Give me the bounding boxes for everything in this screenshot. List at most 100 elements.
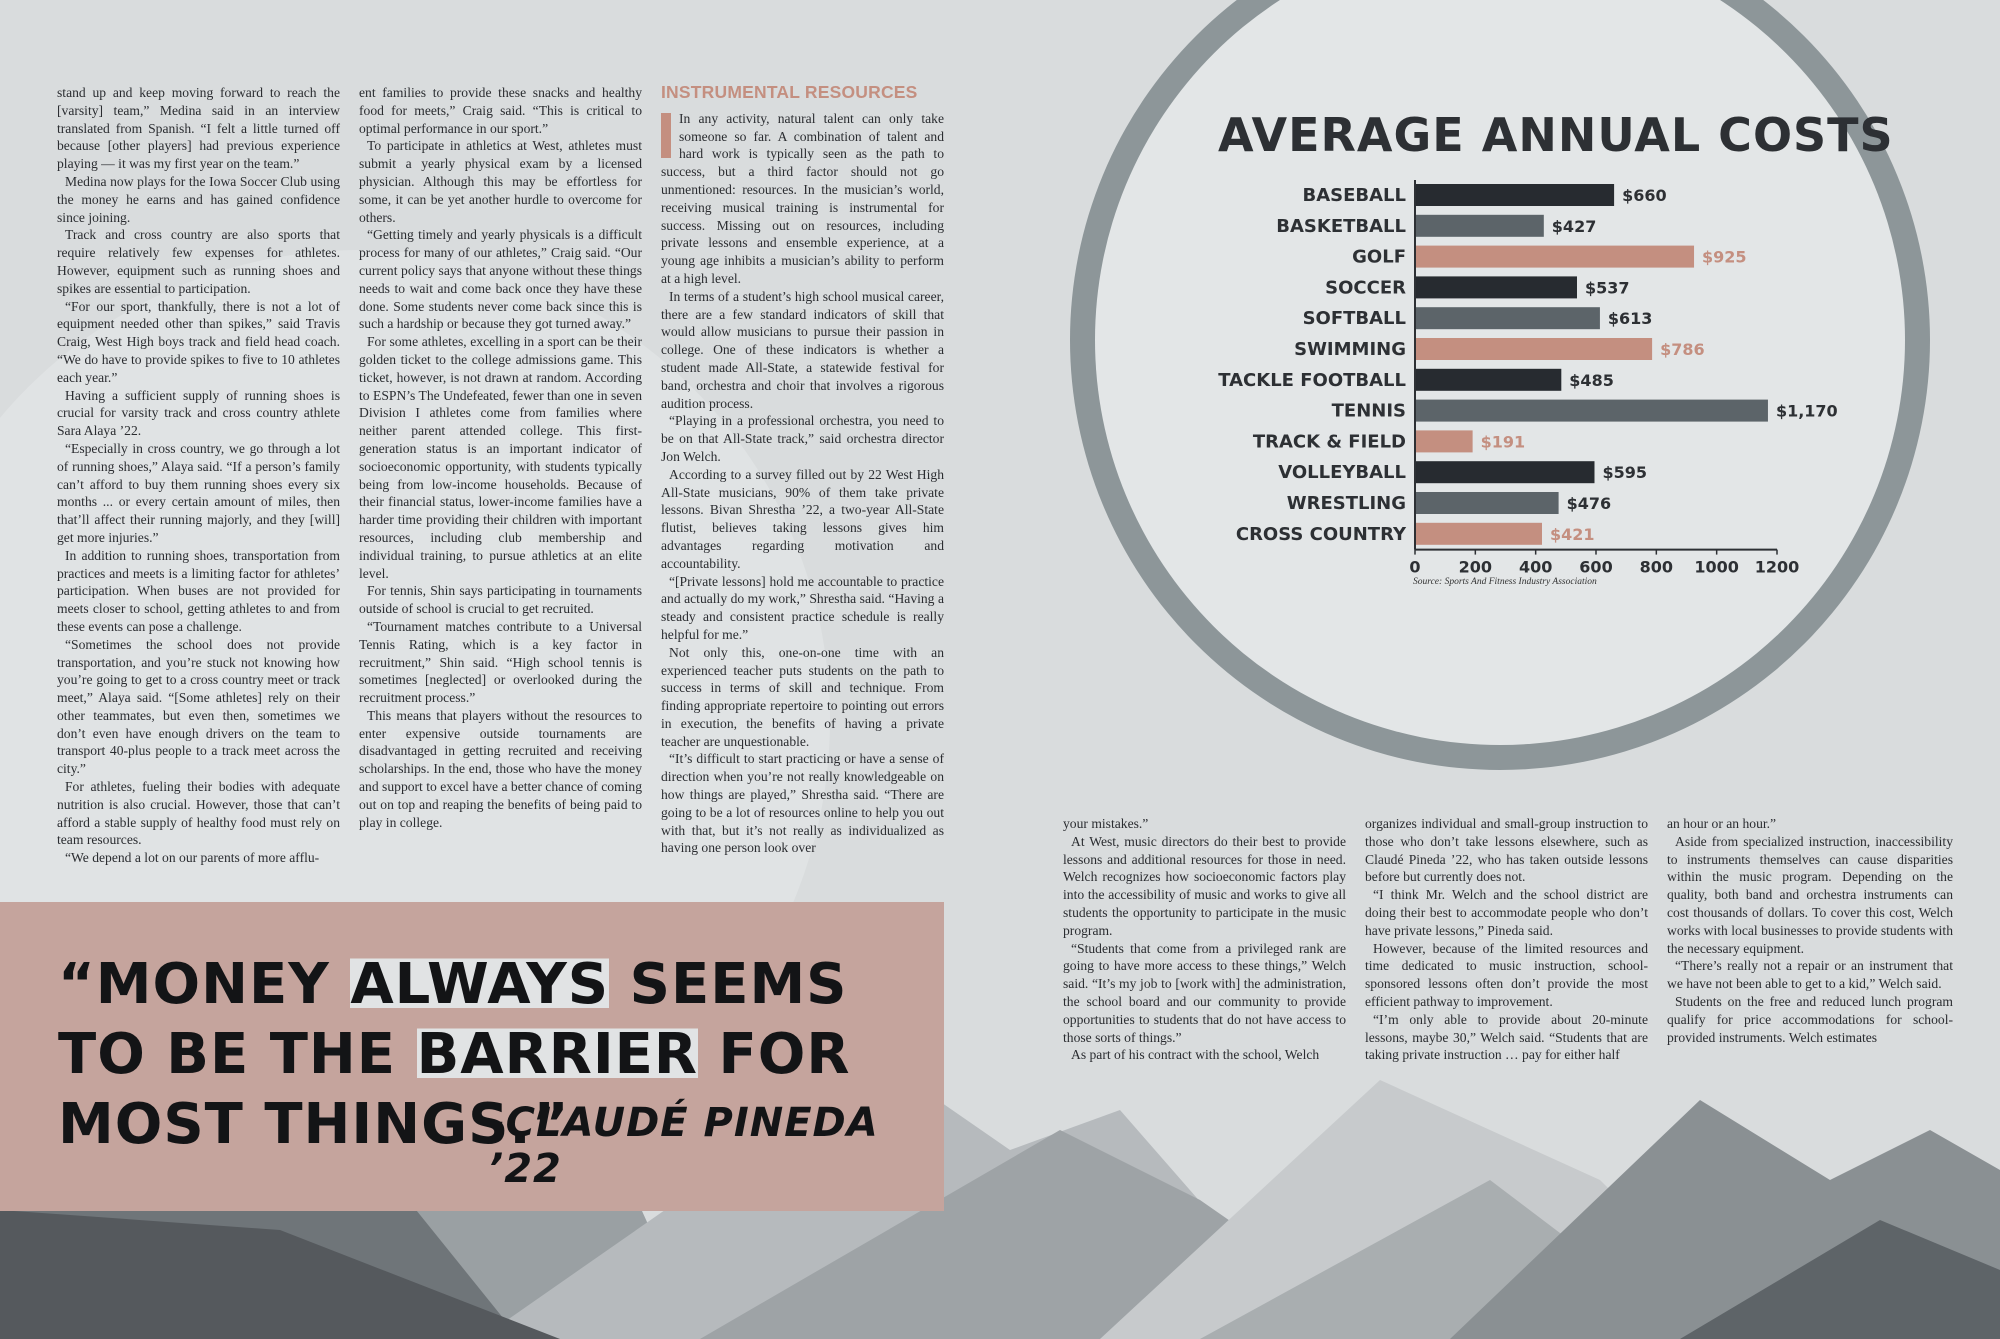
- chart-title: AVERAGE ANNUAL COSTS: [1218, 108, 1894, 162]
- paragraph: This means that players without the reso…: [359, 707, 642, 830]
- category-label: SOFTBALL: [1303, 308, 1406, 329]
- paragraph: “[Private lessons] hold me accountable t…: [661, 573, 944, 642]
- paragraph: As part of his contract with the school,…: [1071, 1047, 1320, 1063]
- x-tick-label: 400: [1519, 558, 1552, 577]
- quote-fragment: “MONEY: [58, 952, 351, 1017]
- category-label: BASEBALL: [1303, 185, 1407, 206]
- article-column-5: organizes individual and small-group ins…: [1365, 815, 1648, 1064]
- category-label: WRESTLING: [1287, 493, 1406, 514]
- paragraph: your mistakes.”: [1063, 816, 1149, 831]
- category-label: TACKLE FOOTBALL: [1218, 370, 1406, 391]
- data-label: $1,170: [1776, 402, 1838, 421]
- paragraph: Not only this, one-on-one time with an e…: [661, 644, 944, 749]
- paragraph: Aside from specialized instruction, inac…: [1667, 833, 1953, 956]
- quote-highlight: BARRIER: [416, 1022, 699, 1087]
- paragraph: “Tournament matches contribute to a Univ…: [359, 618, 642, 706]
- article-column-6: an hour or an hour.” Aside from speciali…: [1667, 815, 1953, 1046]
- x-tick-label: 200: [1459, 558, 1492, 577]
- paragraph: “Getting timely and yearly physicals is …: [359, 227, 642, 332]
- article-column-1: stand up and keep moving forward to reac…: [57, 84, 340, 867]
- bar: [1415, 276, 1577, 299]
- paragraph: “Especially in cross country, we go thro…: [57, 440, 340, 545]
- data-label: $476: [1567, 494, 1612, 513]
- paragraph: Students on the free and reduced lunch p…: [1667, 993, 1953, 1045]
- category-label: SOCCER: [1325, 277, 1406, 298]
- bar: [1415, 307, 1600, 330]
- paragraph-dropcap: In any activity, natural talent can only…: [661, 110, 944, 288]
- bar: [1415, 368, 1562, 391]
- category-label: TENNIS: [1332, 401, 1406, 422]
- quote-fragment: FOR MOST THINGS.”: [58, 1022, 851, 1157]
- x-tick-label: 800: [1640, 558, 1673, 577]
- category-label: BASKETBALL: [1276, 216, 1406, 237]
- paragraph: “Playing in a professional orchestra, yo…: [661, 413, 944, 464]
- bar: [1415, 492, 1559, 514]
- paragraph: “We depend a lot on our parents of more …: [65, 850, 320, 866]
- bar: [1415, 338, 1653, 360]
- paragraph: Track and cross country are also sports …: [57, 227, 340, 296]
- paragraph: organizes individual and small-group ins…: [1365, 816, 1648, 885]
- paragraph: In terms of a student’s high school musi…: [661, 288, 944, 411]
- x-tick-label: 600: [1579, 558, 1612, 577]
- bar: [1415, 245, 1695, 268]
- paragraph: At West, music directors do their best t…: [1063, 833, 1346, 938]
- article-column-4: your mistakes.” At West, music directors…: [1063, 815, 1346, 1064]
- paragraph: “I’m only able to provide about 20-minut…: [1365, 1011, 1648, 1063]
- paragraph: In addition to running shoes, transporta…: [57, 547, 340, 634]
- bar: [1415, 522, 1543, 545]
- quote-fragment: SEEMS TO BE THE: [58, 952, 848, 1087]
- paragraph: However, because of the limited resource…: [1365, 940, 1648, 1009]
- paragraph: “I think Mr. Welch and the school distri…: [1365, 887, 1648, 938]
- data-label: $421: [1550, 525, 1595, 544]
- paragraph: According to a survey filled out by 22 W…: [661, 466, 944, 571]
- category-label: SWIMMING: [1294, 339, 1406, 360]
- bar: [1415, 184, 1615, 206]
- quote-highlight: ALWAYS: [350, 952, 610, 1017]
- data-label: $595: [1602, 463, 1647, 482]
- paragraph: ent families to provide these snacks and…: [359, 85, 642, 136]
- paragraph: “Sometimes the school does not provide t…: [57, 636, 340, 777]
- pull-quote-box: “MONEY ALWAYS SEEMS TO BE THE BARRIER FO…: [0, 902, 944, 1211]
- section-heading: INSTRUMENTAL RESOURCES: [661, 82, 918, 102]
- category-label: VOLLEYBALL: [1278, 462, 1406, 483]
- data-label: $191: [1481, 432, 1526, 451]
- article-column-3: INSTRUMENTAL RESOURCES In any activity, …: [661, 82, 944, 857]
- bar: [1415, 214, 1544, 237]
- bar: [1415, 461, 1595, 484]
- pull-quote-attribution: -CLAUDÉ PINEDA ’22: [488, 1100, 879, 1192]
- category-label: GOLF: [1352, 247, 1406, 268]
- paragraph: “It’s difficult to start practicing or h…: [661, 751, 944, 856]
- chart-source: Source: Sports And Fitness Industry Asso…: [1413, 577, 1597, 587]
- pull-quote-text: “MONEY ALWAYS SEEMS TO BE THE BARRIER FO…: [58, 950, 878, 1160]
- paragraph: For tennis, Shin says participating in t…: [359, 583, 642, 617]
- data-label: $660: [1622, 186, 1667, 205]
- x-tick-label: 1200: [1755, 558, 1800, 577]
- paragraph: Having a sufficient supply of running sh…: [57, 387, 340, 439]
- bar-chart: BASEBALL $660 BASKETBALL $427 GOLF $925 SOCCER…: [1218, 180, 1838, 577]
- paragraph: “Students that come from a privileged ra…: [1063, 940, 1346, 1045]
- mountain-base-left: [0, 1210, 560, 1339]
- paragraph: To participate in athletics at West, ath…: [359, 138, 642, 225]
- paragraph: an hour or an hour.”: [1667, 816, 1777, 831]
- paragraph: stand up and keep moving forward to reac…: [57, 85, 340, 172]
- paragraph: “For our sport, thankfully, there is not…: [57, 298, 340, 385]
- x-tick-label: 1000: [1694, 558, 1739, 577]
- data-label: $925: [1702, 248, 1747, 267]
- paragraph: For some athletes, excelling in a sport …: [359, 334, 642, 581]
- x-tick-label: 0: [1409, 558, 1420, 577]
- data-label: $427: [1552, 217, 1597, 236]
- mountain-right-front: [1680, 1220, 2000, 1339]
- data-label: $613: [1608, 309, 1653, 328]
- article-column-2: ent families to provide these snacks and…: [359, 84, 642, 831]
- bar: [1415, 399, 1768, 422]
- data-label: $537: [1585, 278, 1630, 297]
- category-label: CROSS COUNTRY: [1236, 524, 1407, 545]
- paragraph: “There’s really not a repair or an instr…: [1667, 958, 1953, 992]
- dropcap-bar: [661, 112, 671, 158]
- data-label: $485: [1569, 371, 1614, 390]
- data-label: $786: [1660, 340, 1705, 359]
- paragraph-text: In any activity, natural talent can only…: [661, 110, 944, 286]
- paragraph: Medina now plays for the Iowa Soccer Clu…: [57, 173, 340, 225]
- bar: [1415, 430, 1473, 453]
